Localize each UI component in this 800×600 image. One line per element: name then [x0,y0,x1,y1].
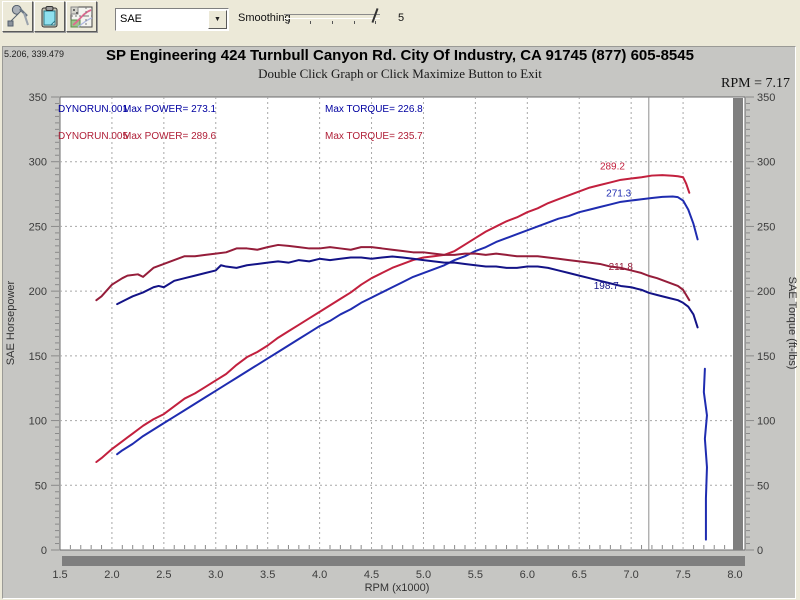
svg-text:6.0: 6.0 [520,569,535,581]
svg-text:3.5: 3.5 [260,569,275,581]
legend-run2-name: DYNORUN.005 [58,131,129,142]
svg-text:200: 200 [29,286,47,298]
plot-area[interactable] [59,96,746,551]
legend-run2-power: Max POWER= 289.6 [123,131,217,142]
dyno-curves [95,174,708,541]
svg-text:6.5: 6.5 [572,569,587,581]
axis-tick-labels: 0 0 50 50 100 100 150 150 200 200 250 250 300 300 350 3… [29,92,776,581]
smoothing-value: 5 [398,12,405,24]
toolbar: SAE ▼ Smoothing 5 [0,0,800,46]
horizontal-zoom-scrollbar[interactable] [62,556,745,566]
setup-tools-button[interactable] [2,1,33,32]
right-axis-title: SAE Torque (ft-lbs) [786,277,798,370]
svg-text:198.7: 198.7 [594,281,619,292]
svg-text:150: 150 [757,351,775,363]
smoothing-label: Smoothing [238,12,291,24]
svg-text:0: 0 [41,545,47,557]
svg-text:211.8: 211.8 [609,262,634,273]
svg-text:5.5: 5.5 [468,569,483,581]
tools-icon [3,4,32,29]
svg-text:250: 250 [29,221,47,233]
svg-text:3.0: 3.0 [208,569,223,581]
page-title: SP Engineering 424 Turnbull Canyon Rd. C… [106,47,694,64]
svg-text:100: 100 [757,416,775,428]
svg-text:200: 200 [757,286,775,298]
svg-text:0: 0 [757,545,763,557]
x-axis-title: RPM (x1000) [365,582,430,594]
smoothing-slider-track[interactable] [284,14,380,19]
svg-text:2.5: 2.5 [156,569,171,581]
clipboard-icon [35,5,64,29]
clipboard-button[interactable] [34,1,65,32]
svg-text:50: 50 [35,480,47,492]
chart-subtitle: Double Click Graph or Click Maximize But… [258,66,542,81]
svg-text:350: 350 [757,92,775,104]
graph-icon [67,5,96,29]
svg-text:7.5: 7.5 [675,569,690,581]
svg-text:5.0: 5.0 [416,569,431,581]
svg-text:271.3: 271.3 [606,189,631,200]
vertical-zoom-scrollbar[interactable] [733,98,743,550]
svg-text:2.0: 2.0 [104,569,119,581]
svg-text:100: 100 [29,416,47,428]
svg-text:4.5: 4.5 [364,569,379,581]
axis-ticks [51,96,754,551]
chevron-down-icon[interactable]: ▼ [208,10,227,29]
smoothing-slider[interactable] [284,8,380,28]
gridlines [60,97,745,550]
rpm-cursor-readout: RPM = 7.17 [721,76,790,91]
weather-correction-combobox[interactable]: SAE ▼ [115,8,229,31]
svg-text:8.0: 8.0 [727,569,742,581]
svg-text:4.0: 4.0 [312,569,327,581]
svg-text:50: 50 [757,480,769,492]
svg-text:150: 150 [29,351,47,363]
legend-run1-name: DYNORUN.001 [58,104,129,115]
legend-run1-power: Max POWER= 273.1 [123,104,217,115]
svg-text:7.0: 7.0 [624,569,639,581]
svg-text:350: 350 [29,92,47,104]
cursor-coords-readout: 5.206, 339.479 [4,49,65,59]
svg-text:300: 300 [757,157,775,169]
legend-run2-torque: Max TORQUE= 235.7 [325,131,423,142]
svg-text:289.2: 289.2 [600,161,625,172]
left-axis-title: SAE Horsepower [5,280,17,365]
weather-correction-value: SAE [120,13,143,25]
svg-text:250: 250 [757,221,775,233]
legend-run1-torque: Max TORQUE= 226.8 [325,104,423,115]
graph-options-button[interactable] [66,1,97,32]
curve-value-labels: 289.2 271.3 211.8 198.7 [594,161,634,292]
svg-text:300: 300 [29,157,47,169]
svg-text:1.5: 1.5 [52,569,67,581]
